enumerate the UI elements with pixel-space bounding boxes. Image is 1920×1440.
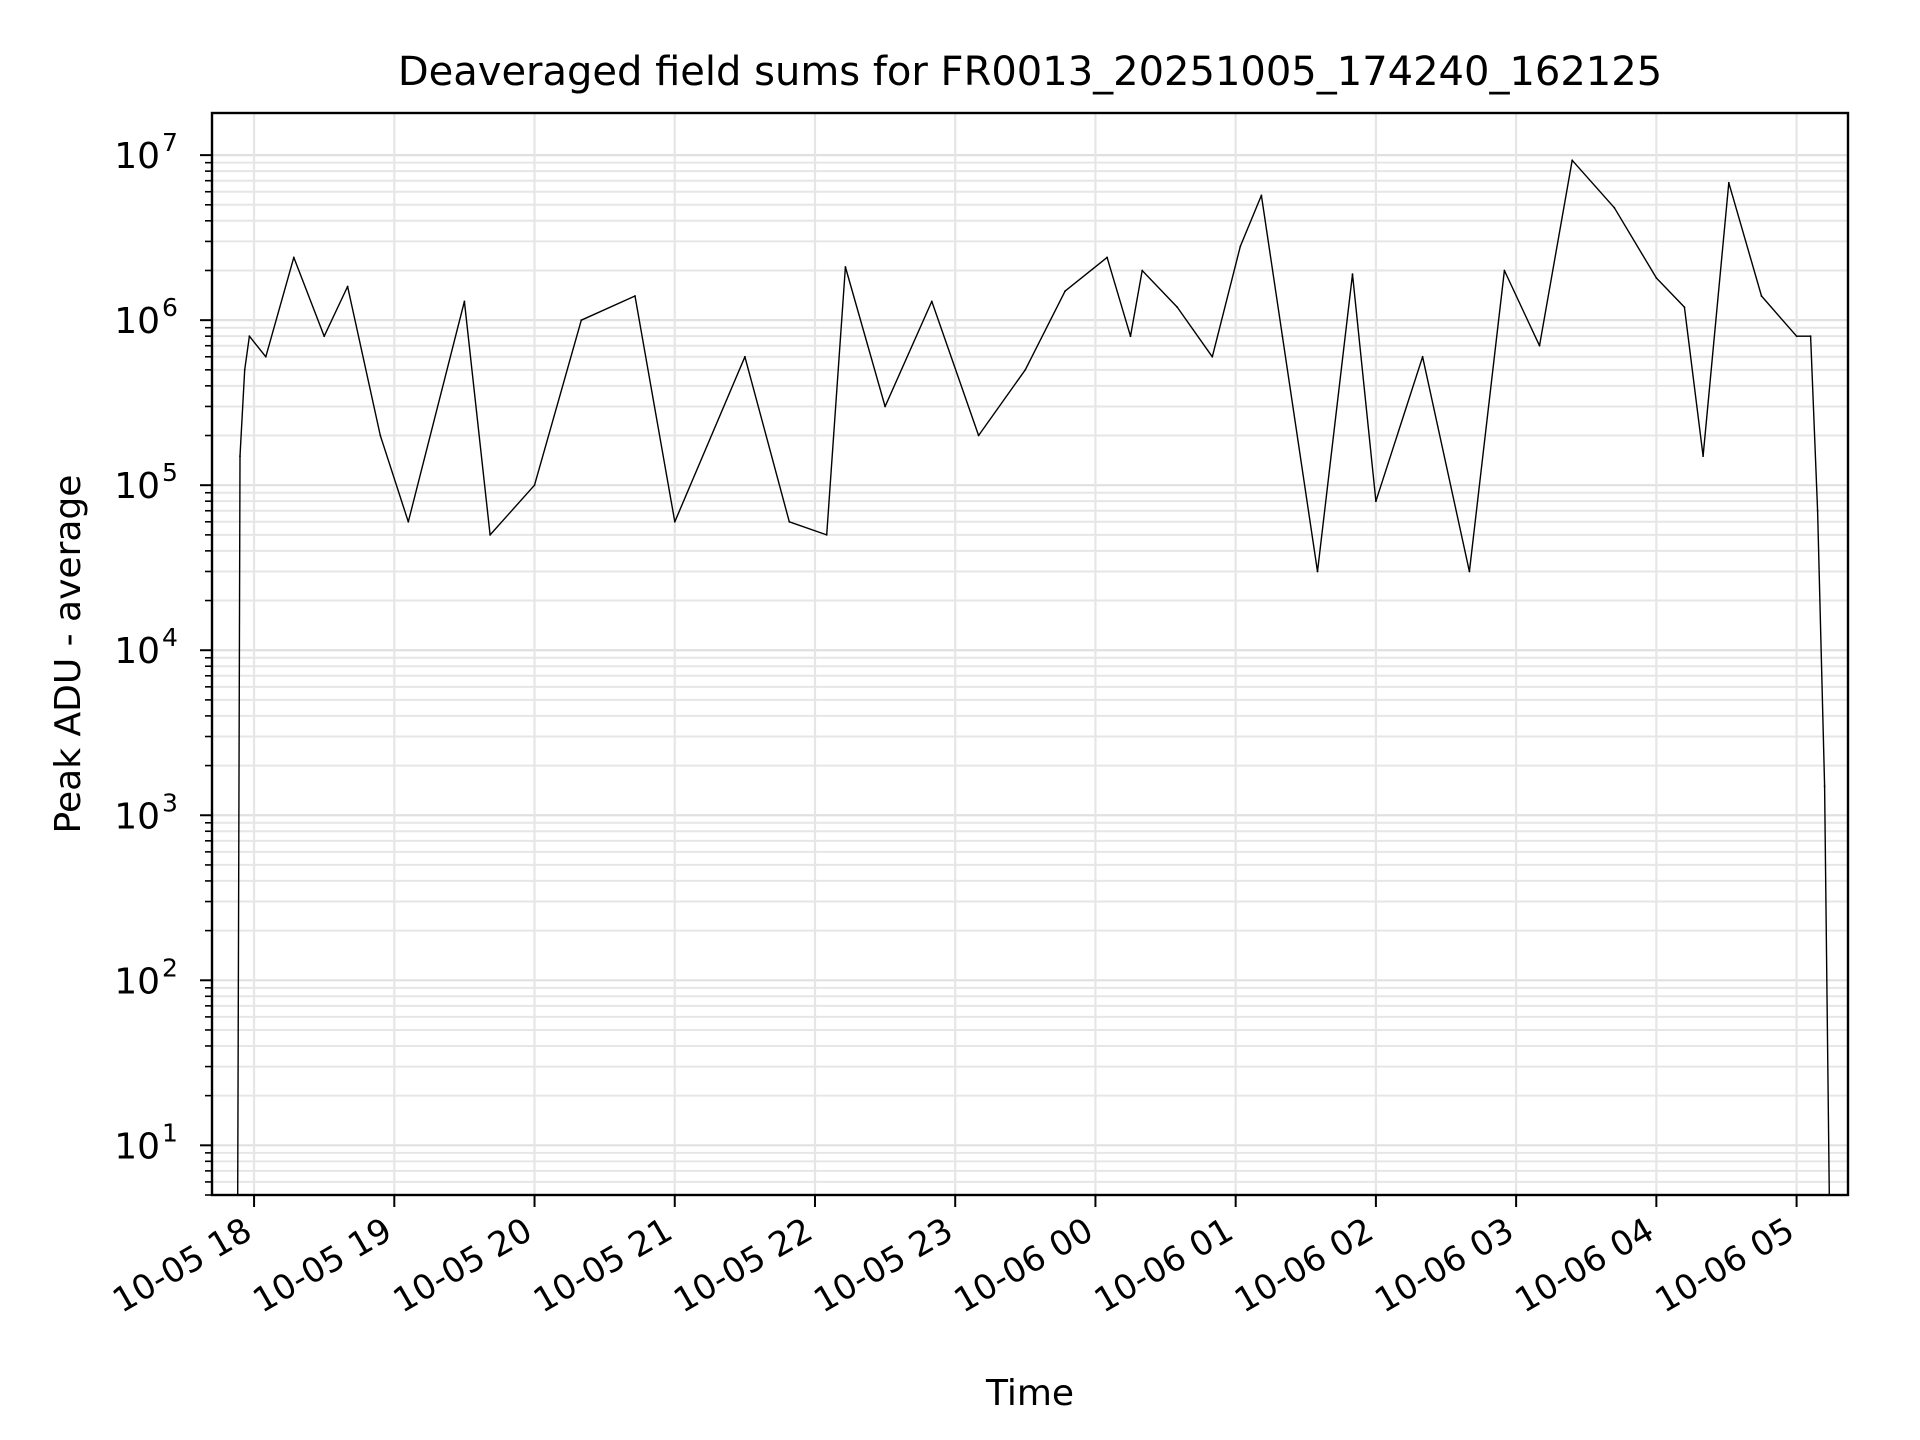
data-point bbox=[1281, 335, 1284, 338]
data-point bbox=[1655, 277, 1658, 279]
data-point bbox=[1176, 306, 1179, 308]
data-point bbox=[1129, 335, 1132, 338]
data-point bbox=[930, 300, 933, 303]
data-point bbox=[264, 355, 267, 358]
data-point bbox=[884, 405, 886, 408]
data-point bbox=[1375, 500, 1377, 503]
data-point bbox=[825, 534, 828, 536]
data-point bbox=[323, 335, 326, 338]
series-line bbox=[237, 159, 1830, 1196]
data-point bbox=[1351, 273, 1354, 276]
data-point bbox=[673, 520, 676, 523]
data-point bbox=[248, 335, 251, 338]
data-point bbox=[1421, 355, 1424, 358]
y-tick-label: 10 bbox=[114, 466, 160, 507]
data-point bbox=[1727, 181, 1730, 184]
data-point bbox=[1260, 194, 1263, 197]
y-tick-exponent: 6 bbox=[162, 293, 178, 322]
y-tick-label: 10 bbox=[114, 136, 160, 177]
data-point bbox=[1316, 570, 1319, 573]
data-point bbox=[744, 355, 746, 358]
y-tick-label: 10 bbox=[114, 796, 160, 837]
data-point bbox=[379, 434, 382, 437]
data-point bbox=[1503, 269, 1506, 272]
data-point bbox=[1211, 355, 1214, 358]
y-tick-label: 10 bbox=[114, 631, 160, 672]
data-point bbox=[346, 285, 349, 288]
data-point bbox=[1141, 269, 1144, 272]
data-point bbox=[1613, 206, 1616, 209]
data-point bbox=[1823, 785, 1826, 788]
data-point bbox=[463, 300, 466, 303]
data-point bbox=[1571, 159, 1574, 162]
y-tick-exponent: 4 bbox=[162, 623, 178, 652]
data-point bbox=[580, 319, 583, 322]
y-tick-exponent: 1 bbox=[162, 1118, 178, 1147]
data-point bbox=[243, 368, 246, 371]
y-tick-exponent: 2 bbox=[162, 953, 178, 982]
data-point bbox=[1239, 245, 1242, 248]
y-tick-label: 10 bbox=[114, 1126, 160, 1167]
y-tick-label: 10 bbox=[114, 301, 160, 342]
data-point bbox=[1809, 335, 1812, 338]
chart-title: Deaveraged field sums for FR0013_2025100… bbox=[398, 49, 1662, 95]
data-point bbox=[1468, 570, 1471, 573]
data-point bbox=[1683, 306, 1686, 308]
data-point bbox=[977, 434, 980, 437]
y-tick-exponent: 7 bbox=[162, 128, 178, 157]
plot-frame bbox=[210, 111, 1850, 1197]
y-tick-exponent: 5 bbox=[162, 458, 178, 487]
data-point bbox=[1106, 256, 1108, 259]
data-point bbox=[1702, 455, 1704, 457]
x-axis-label: Time bbox=[985, 1373, 1074, 1414]
data-point bbox=[1064, 290, 1066, 292]
data-point bbox=[634, 295, 636, 297]
y-axis-label: Peak ADU - average bbox=[48, 475, 89, 834]
data-point bbox=[1760, 295, 1763, 297]
data-point bbox=[407, 520, 410, 523]
data-point bbox=[1024, 368, 1027, 371]
data-point bbox=[1816, 509, 1819, 512]
data-point bbox=[1795, 335, 1798, 338]
data-point bbox=[292, 256, 295, 259]
data-point bbox=[239, 455, 241, 457]
data-point bbox=[489, 534, 491, 536]
y-tick-label: 10 bbox=[114, 961, 160, 1002]
data-point bbox=[1538, 344, 1541, 347]
y-tick-exponent: 3 bbox=[162, 788, 178, 817]
data-point bbox=[533, 484, 536, 487]
data-point bbox=[788, 520, 791, 523]
series-line-layer bbox=[236, 159, 1831, 1196]
data-point bbox=[844, 266, 847, 268]
